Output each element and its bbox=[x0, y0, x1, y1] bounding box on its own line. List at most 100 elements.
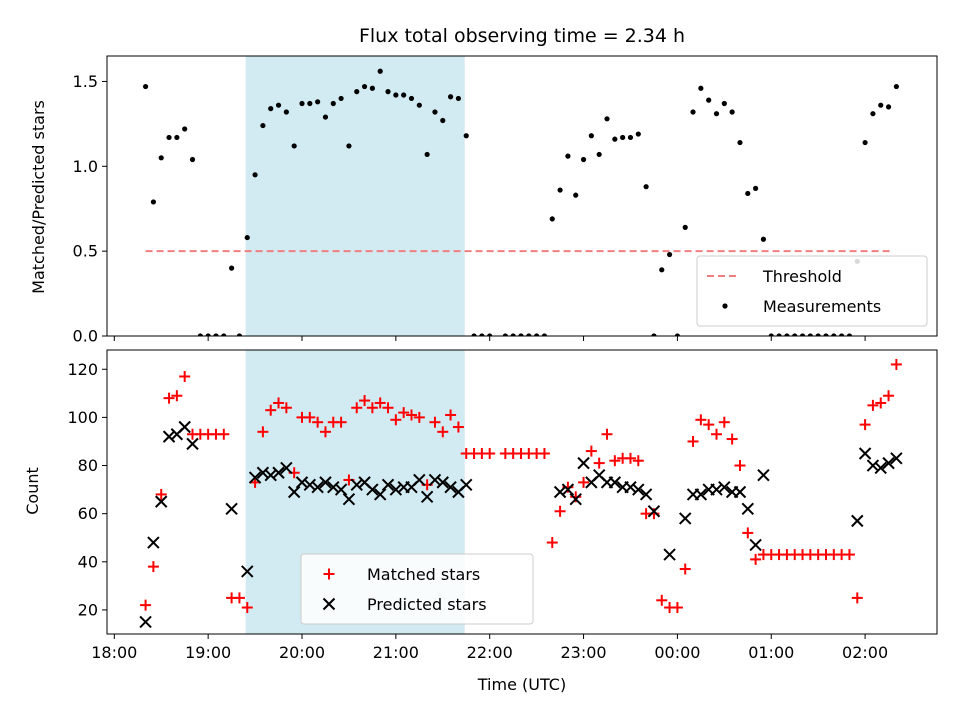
chart-title: Flux total observing time = 2.34 h bbox=[359, 25, 685, 47]
x-stroke bbox=[420, 490, 434, 504]
data-point bbox=[698, 85, 704, 91]
legend-entry-label: Predicted stars bbox=[367, 595, 487, 614]
data-point bbox=[275, 102, 282, 108]
data-point bbox=[452, 421, 464, 433]
x-stroke bbox=[577, 456, 590, 470]
x-tick-label: 01:00 bbox=[748, 643, 794, 662]
x-stroke bbox=[287, 485, 301, 499]
data-point bbox=[432, 109, 438, 115]
x-stroke bbox=[741, 502, 754, 516]
data-point bbox=[327, 480, 340, 494]
data-point bbox=[197, 333, 203, 336]
legend-box bbox=[696, 255, 928, 327]
top-panel: 0.0 0.5 1.0 1.5 Threshold Measurements bbox=[73, 55, 938, 346]
y-tick-label: 60 bbox=[78, 504, 98, 523]
bottom-panel: 20 40 60 80 100 120 18:00 19:00 20:00 21:00 22:00 2… bbox=[67, 349, 938, 662]
data-point bbox=[577, 456, 590, 470]
data-point bbox=[663, 548, 676, 561]
data-point bbox=[303, 478, 317, 491]
data-point bbox=[385, 89, 391, 95]
data-point bbox=[565, 153, 571, 159]
data-point bbox=[718, 416, 730, 428]
data-point bbox=[280, 402, 292, 414]
x-stroke bbox=[342, 493, 356, 506]
x-stroke bbox=[389, 483, 403, 496]
data-point bbox=[312, 416, 324, 428]
data-point bbox=[256, 466, 270, 479]
x-tick-label: 20:00 bbox=[279, 643, 325, 662]
legend-entry-label: Matched stars bbox=[367, 565, 480, 584]
data-point bbox=[139, 615, 152, 629]
data-point bbox=[369, 85, 375, 91]
data-point bbox=[784, 333, 790, 336]
x-stroke bbox=[632, 483, 645, 496]
data-point bbox=[870, 111, 876, 117]
legend-marker-swatch bbox=[322, 597, 336, 611]
x-stroke bbox=[327, 480, 340, 494]
data-point bbox=[401, 92, 407, 98]
y-tick-label: 80 bbox=[78, 456, 98, 475]
x-stroke bbox=[319, 476, 332, 489]
legend-entry-label: Threshold bbox=[762, 267, 842, 286]
x-stroke bbox=[444, 480, 457, 494]
data-point bbox=[351, 402, 363, 414]
data-point bbox=[304, 411, 316, 423]
data-point bbox=[890, 358, 902, 370]
data-point bbox=[179, 370, 191, 382]
x-stroke bbox=[358, 476, 371, 489]
data-point bbox=[382, 402, 394, 414]
legend-marker-swatch bbox=[323, 568, 335, 580]
x-stroke bbox=[264, 468, 277, 482]
plot-area bbox=[142, 68, 899, 336]
data-point bbox=[265, 404, 277, 416]
data-point bbox=[682, 224, 688, 230]
data-point bbox=[252, 172, 258, 178]
y-tick-label: 1.0 bbox=[73, 157, 98, 176]
x-stroke bbox=[866, 459, 880, 472]
data-point bbox=[155, 495, 168, 508]
x-stroke bbox=[679, 512, 692, 525]
data-point bbox=[295, 476, 309, 489]
data-point bbox=[569, 493, 582, 506]
data-point bbox=[350, 478, 363, 491]
data-point bbox=[429, 416, 441, 428]
data-point bbox=[463, 133, 469, 139]
x-stroke bbox=[639, 488, 653, 501]
x-stroke bbox=[718, 480, 731, 494]
data-point bbox=[807, 333, 813, 336]
data-point bbox=[233, 592, 245, 604]
data-point bbox=[742, 527, 754, 539]
data-point bbox=[639, 488, 653, 501]
x-stroke bbox=[608, 476, 622, 489]
series-matched-stars bbox=[140, 358, 902, 614]
x-stroke bbox=[225, 502, 238, 516]
legend: Matched stars Predicted stars bbox=[300, 553, 534, 625]
x-stroke bbox=[749, 538, 762, 552]
data-point bbox=[733, 485, 747, 499]
data-point bbox=[518, 333, 524, 336]
x-stroke bbox=[374, 488, 387, 501]
x-stroke bbox=[248, 471, 262, 484]
data-point bbox=[445, 409, 457, 421]
y-tick-label: 0.5 bbox=[73, 242, 98, 261]
data-point bbox=[319, 476, 332, 489]
data-point bbox=[213, 333, 219, 336]
data-point bbox=[244, 234, 250, 241]
data-point bbox=[287, 485, 301, 499]
data-point bbox=[150, 199, 157, 205]
data-point bbox=[711, 428, 723, 440]
data-point bbox=[749, 538, 762, 552]
data-point bbox=[225, 502, 238, 516]
data-point bbox=[484, 447, 496, 459]
data-point bbox=[627, 134, 634, 141]
x-stroke bbox=[694, 488, 708, 501]
data-point bbox=[455, 95, 462, 102]
x-stroke bbox=[569, 493, 582, 506]
data-point bbox=[389, 483, 403, 496]
data-point bbox=[408, 95, 415, 102]
data-point bbox=[374, 397, 386, 409]
data-point bbox=[578, 476, 590, 488]
data-point bbox=[280, 461, 293, 475]
data-point bbox=[374, 488, 387, 501]
